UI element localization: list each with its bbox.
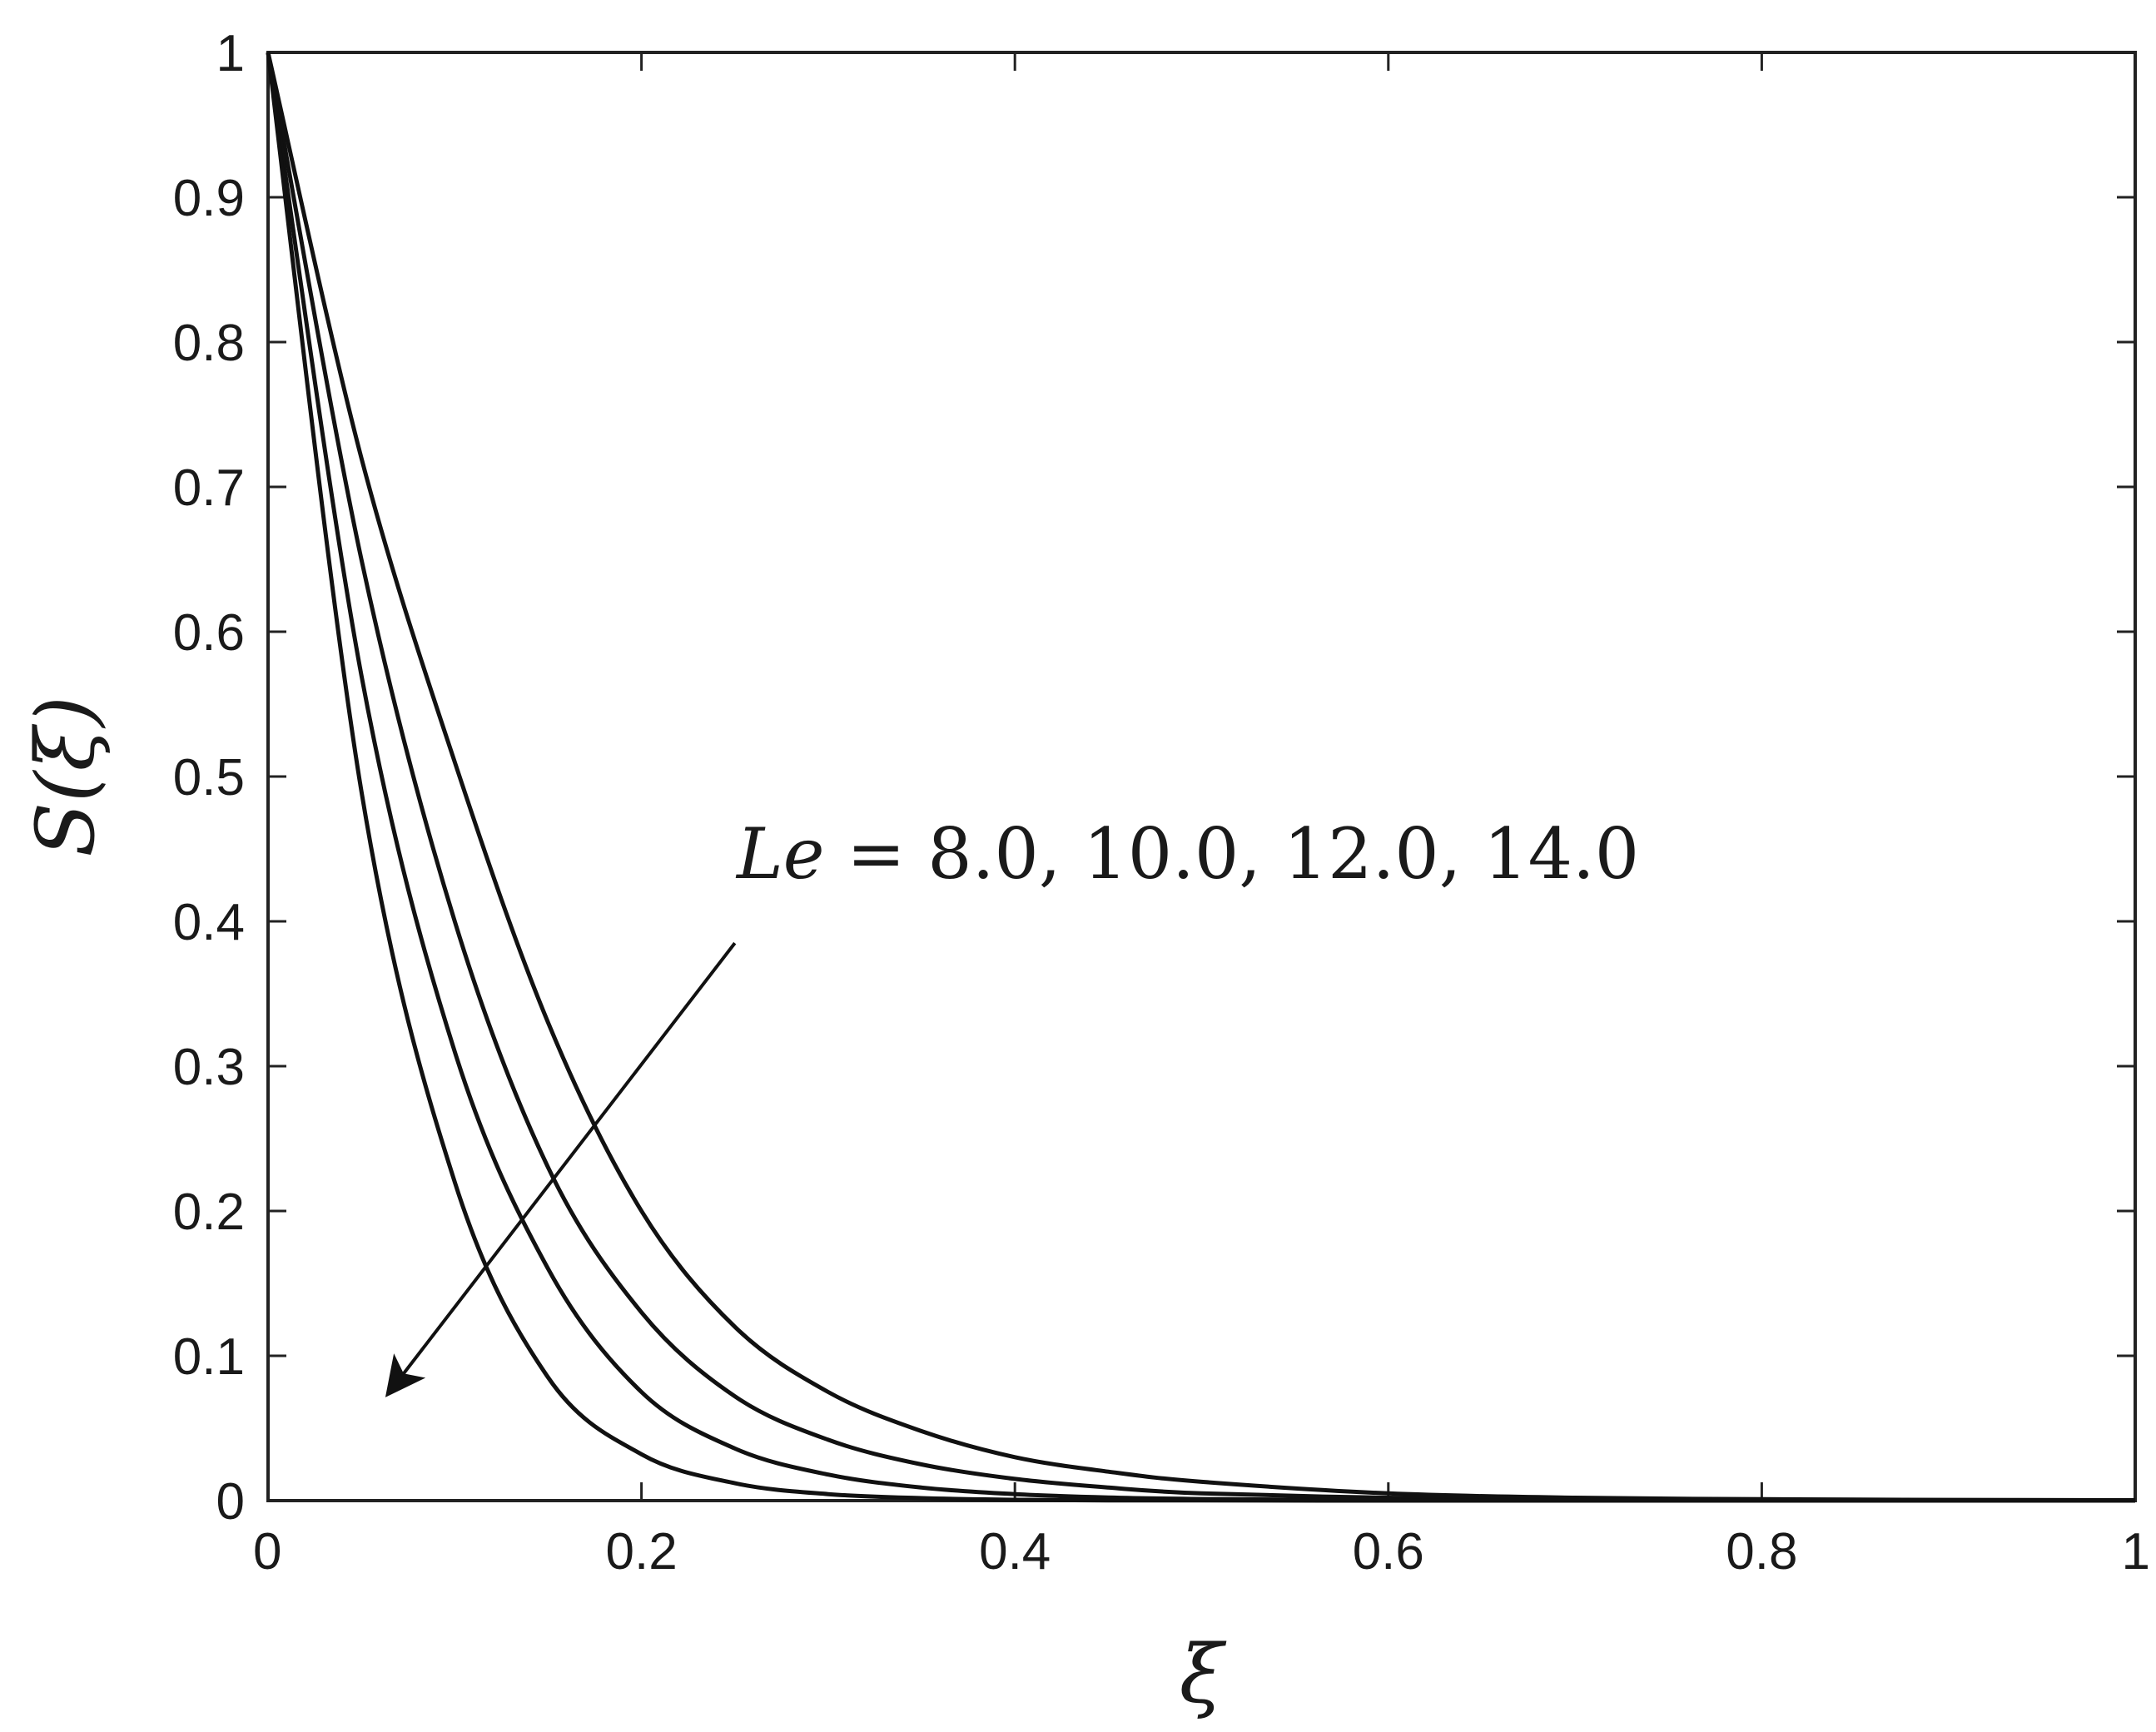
x-tick-labels: 0 0.2 0.4 0.6 0.8 1	[253, 1523, 2150, 1581]
plot-area	[266, 51, 2137, 1502]
x-tick-label: 0.2	[605, 1523, 677, 1581]
x-tick-label: 0	[253, 1523, 281, 1581]
x-tick-label: 0.8	[1726, 1523, 1797, 1581]
y-tick-label: 0.4	[173, 894, 245, 951]
series-lines	[266, 52, 2136, 1503]
y-tick-label: 0.8	[173, 315, 245, 372]
y-tick-label: 1	[216, 25, 245, 82]
series-line-4	[266, 52, 2135, 1503]
x-tick-label: 1	[2122, 1523, 2150, 1581]
annotation-arrow	[385, 941, 737, 1397]
annotation-label: Le = 8.0, 10.0, 12.0, 14.0	[735, 813, 1639, 895]
x-axis-label: ξ	[1180, 1628, 1227, 1721]
y-tick-label: 0.5	[173, 749, 245, 806]
y-tick-label: 0.1	[173, 1328, 245, 1386]
y-tick-label: 0.7	[173, 459, 245, 517]
y-axis-label: S(ξ)	[19, 696, 112, 857]
y-tick-label: 0.6	[173, 604, 245, 662]
annotation-variable: Le	[735, 813, 825, 895]
y-tick-label: 0	[216, 1473, 245, 1531]
y-tick-label: 0.3	[173, 1039, 245, 1096]
y-tick-label: 0.9	[173, 170, 245, 227]
y-tick-labels: 0 0.1 0.2 0.3 0.4 0.5 0.6 0.7 0.8 0.9 1	[173, 25, 245, 1531]
x-tick-label: 0.4	[979, 1523, 1051, 1581]
annotation-values: = 8.0, 10.0, 12.0, 14.0	[825, 813, 1640, 895]
x-tick-label: 0.6	[1353, 1523, 1424, 1581]
y-tick-label: 0.2	[173, 1184, 245, 1241]
